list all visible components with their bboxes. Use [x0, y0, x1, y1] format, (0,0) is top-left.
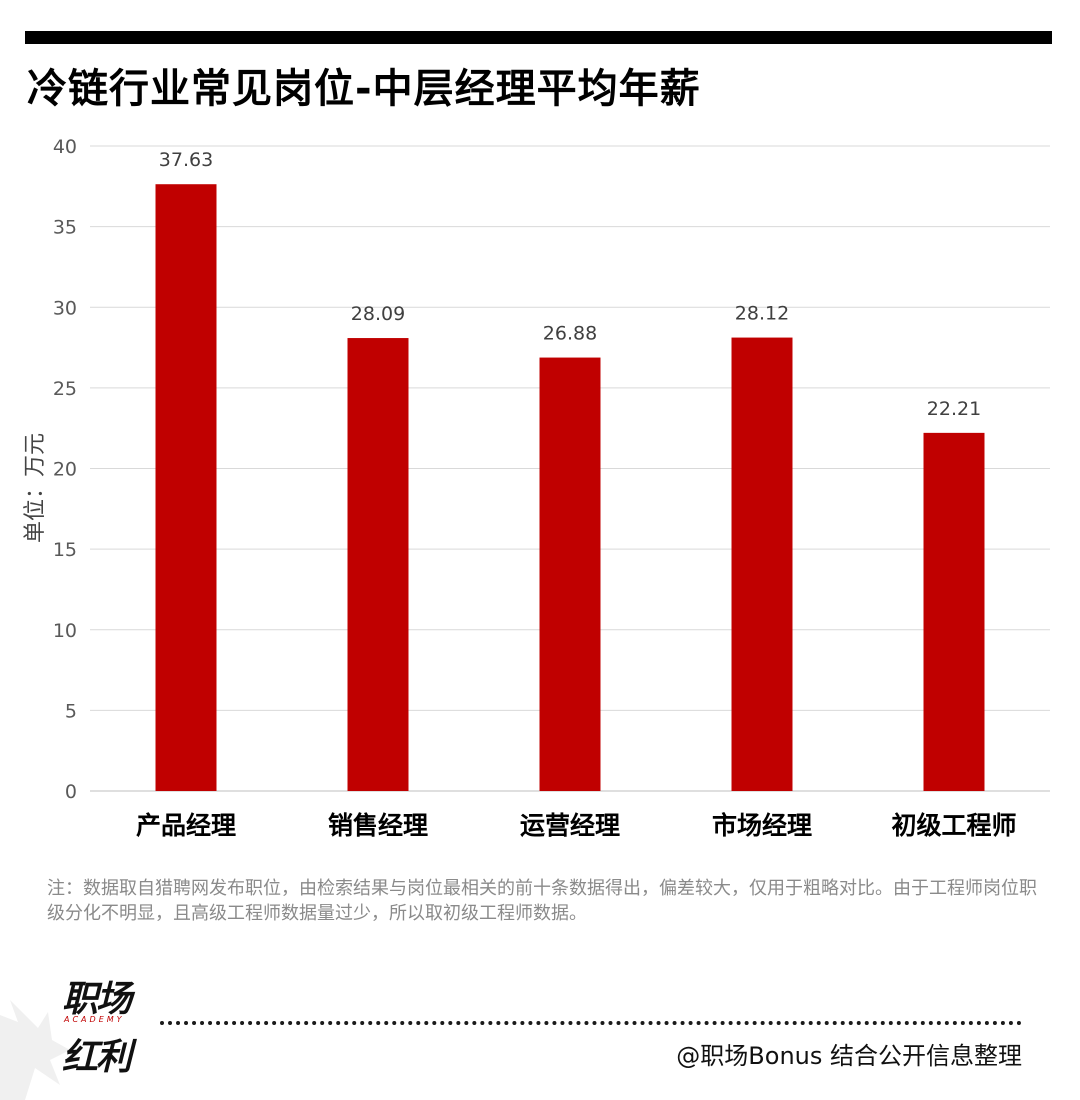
- chart-title: 冷链行业常见岗位-中层经理平均年薪: [27, 66, 701, 112]
- x-tick-label: 销售经理: [328, 811, 428, 840]
- y-tick-label: 35: [53, 217, 77, 239]
- bar: [923, 432, 985, 791]
- bars: [155, 184, 985, 791]
- y-tick-label: 40: [53, 136, 77, 158]
- bar: [155, 184, 217, 791]
- y-tick-label: 0: [65, 781, 77, 803]
- x-axis-ticks: 产品经理 销售经理 运营经理 市场经理 初级工程师: [136, 811, 1017, 840]
- y-axis-ticks: 0 5 10 15 20 25 30 35 40: [53, 136, 77, 803]
- data-label: 28.12: [735, 303, 789, 325]
- logo-text-bottom: 红利: [62, 1037, 132, 1078]
- x-tick-label: 产品经理: [136, 811, 236, 840]
- y-tick-label: 10: [53, 620, 77, 642]
- x-tick-label: 运营经理: [520, 811, 620, 840]
- top-rule: [25, 31, 1052, 44]
- data-label: 28.09: [351, 303, 405, 325]
- data-label: 26.88: [543, 323, 597, 345]
- logo-subtext: ACADEMY: [64, 1015, 125, 1024]
- dotted-divider: [160, 1021, 1022, 1025]
- x-tick-label: 初级工程师: [891, 811, 1016, 840]
- bar: [347, 338, 409, 791]
- y-axis-label: 单位：万元: [23, 433, 48, 543]
- y-tick-label: 30: [53, 297, 77, 319]
- y-tick-label: 25: [53, 378, 77, 400]
- source-credit: @职场Bonus 结合公开信息整理: [676, 1042, 1022, 1070]
- brand-logo: 职场 ACADEMY 红利: [0, 960, 160, 1100]
- bar-chart: 0 5 10 15 20 25 30 35 40 37.63 28.09 26.88 28.12 22.…: [23, 136, 1050, 840]
- y-tick-label: 20: [53, 459, 77, 481]
- logo-burst-shape: [0, 1000, 70, 1100]
- x-tick-label: 市场经理: [712, 811, 812, 840]
- y-tick-label: 15: [53, 539, 77, 561]
- footnote: 注：数据取自猎聘网发布职位，由检索结果与岗位最相关的前十条数据得出，偏差较大，仅…: [47, 878, 1037, 924]
- bar: [539, 357, 601, 791]
- y-tick-label: 5: [65, 700, 77, 722]
- bar: [731, 337, 793, 791]
- data-labels: 37.63 28.09 26.88 28.12 22.21: [159, 149, 981, 420]
- data-label: 37.63: [159, 149, 213, 171]
- logo-text-top: 职场: [62, 979, 132, 1020]
- data-label: 22.21: [927, 398, 981, 420]
